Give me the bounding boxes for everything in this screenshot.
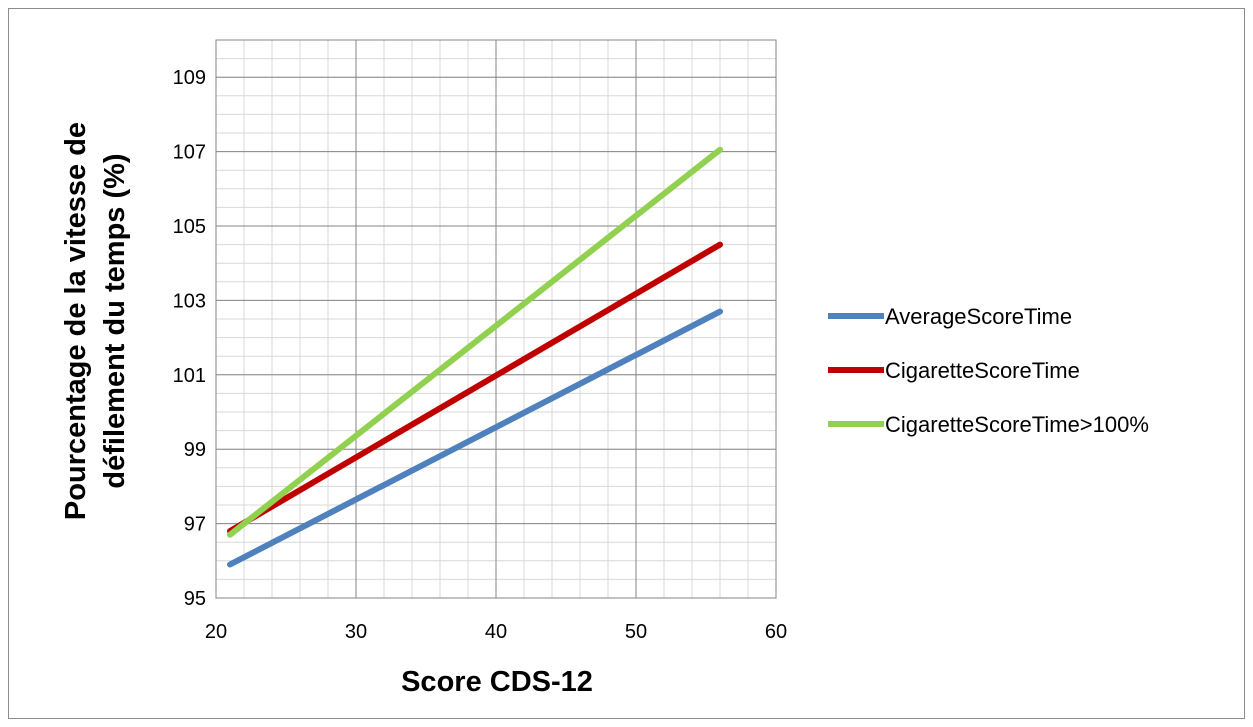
x-tick-label: 60 (765, 621, 787, 643)
x-tick-label: 30 (345, 621, 367, 643)
series-line-1 (227, 308, 723, 568)
legend-label-1: AverageScoreTime (885, 304, 1072, 329)
chart-frame (8, 8, 1245, 719)
y-axis-title-line1: Pourcentage de la vitesse de (60, 122, 92, 520)
y-axis-title: Pourcentage de la vitesse de défilement … (60, 122, 131, 520)
series-lines (227, 146, 723, 568)
y-tick-label: 101 (173, 365, 206, 387)
y-tick-label: 97 (184, 514, 206, 536)
x-tick-labels: 20 30 40 50 60 (205, 621, 787, 643)
y-tick-label: 105 (173, 216, 206, 238)
x-tick-label: 40 (485, 621, 507, 643)
y-tick-label: 103 (173, 290, 206, 312)
x-tick-label: 20 (205, 621, 227, 643)
x-tick-label: 50 (625, 621, 647, 643)
series-line-3 (227, 146, 723, 538)
y-tick-label: 99 (184, 439, 206, 461)
legend-label-2: CigaretteScoreTime (885, 358, 1080, 383)
y-tick-labels: 95 97 99 101 103 105 107 109 (173, 67, 206, 610)
plot-area (215, 39, 777, 599)
y-tick-label: 109 (173, 67, 206, 89)
legend: AverageScoreTime CigaretteScoreTime Cigare… (828, 304, 1149, 437)
series-line-2 (227, 241, 723, 535)
y-tick-label: 107 (173, 142, 206, 164)
y-tick-label: 95 (184, 588, 206, 610)
y-axis-title-line2: défilement du temps (%) (99, 153, 131, 488)
legend-label-3: CigaretteScoreTime>100% (885, 412, 1149, 437)
x-axis-title: Score CDS-12 (401, 666, 593, 698)
